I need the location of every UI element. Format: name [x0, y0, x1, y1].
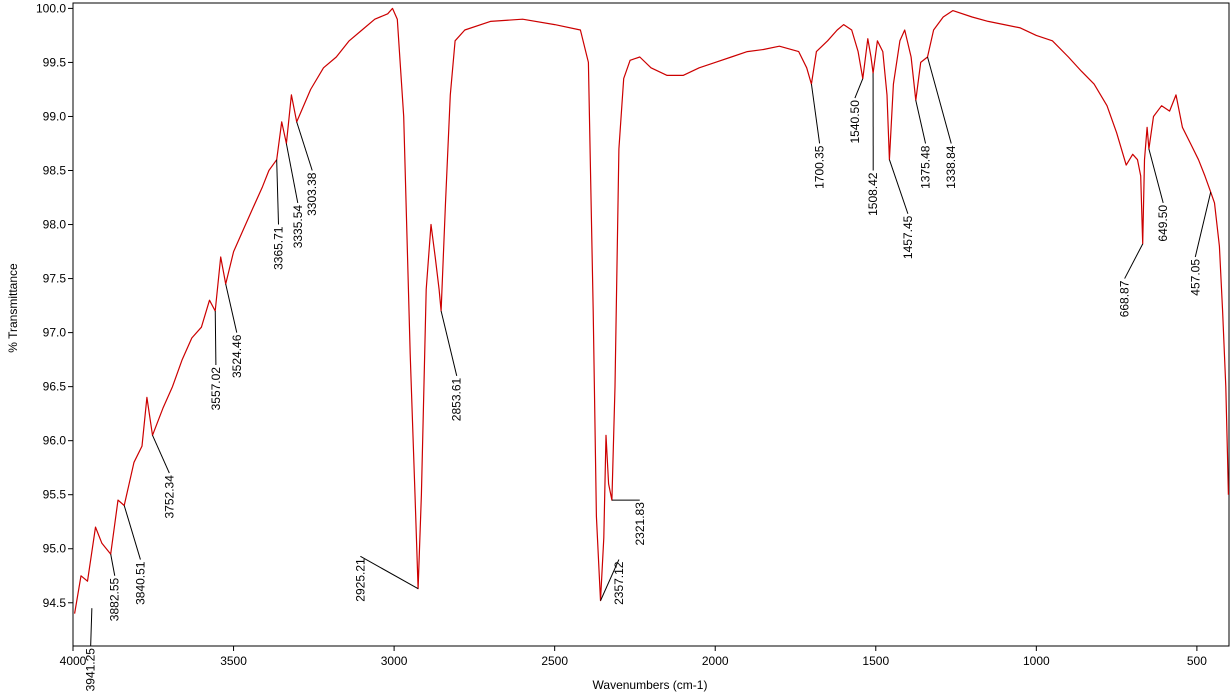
- peak-label: 649.50: [1156, 205, 1170, 242]
- y-tick-label: 98.5: [43, 164, 67, 178]
- peak-leader-line: [440, 310, 458, 376]
- peak-leader-line: [276, 159, 280, 225]
- peak-leader-line: [90, 608, 93, 647]
- peak-leader-line: [810, 83, 821, 144]
- peak-label: 2321.83: [633, 502, 647, 546]
- peak-leader-line: [1148, 148, 1164, 204]
- y-tick-label: 94.5: [43, 596, 67, 610]
- peak-leader-line: [152, 435, 170, 474]
- y-tick-label: 97.0: [43, 326, 67, 340]
- peak-leader-line: [214, 310, 217, 366]
- plot-area: [74, 7, 1229, 614]
- peak-leader-line: [225, 283, 238, 333]
- peak-label: 1508.42: [866, 172, 880, 216]
- x-tick-label: 4000: [60, 654, 87, 668]
- y-tick-label: 97.5: [43, 272, 67, 286]
- peak-label: 3941.25: [84, 648, 98, 692]
- y-tick-label: 95.5: [43, 488, 67, 502]
- peak-label: 2357.12: [612, 561, 626, 605]
- y-tick-label: 99.0: [43, 109, 67, 123]
- peak-label: 1700.35: [813, 145, 827, 189]
- peak-label: 3840.51: [133, 561, 147, 605]
- peak-leader-line: [1124, 243, 1144, 279]
- x-tick-label: 2000: [702, 654, 729, 668]
- x-tick-label: 1500: [862, 654, 889, 668]
- y-tick-label: 96.5: [43, 380, 67, 394]
- peak-label: 1540.50: [848, 100, 862, 144]
- peak-leader-line: [600, 559, 620, 601]
- peak-label: 457.05: [1188, 259, 1202, 296]
- peak-leader-line: [888, 159, 909, 214]
- peak-leader-line: [110, 554, 116, 576]
- peak-label: 3882.55: [108, 577, 122, 621]
- y-tick-label: 100.0: [36, 1, 66, 15]
- peak-label: 668.87: [1118, 280, 1132, 317]
- peak-leader-line: [285, 143, 299, 204]
- peak-leader-line: [915, 100, 927, 144]
- peak-leader-line: [296, 121, 313, 171]
- y-tick-label: 95.0: [43, 542, 67, 556]
- peak-label: 2925.21: [353, 558, 367, 602]
- spectrum-line: [74, 7, 1229, 614]
- peak-leader-line: [1194, 192, 1212, 258]
- y-axis: 100.0 99.5 99.0 98.5 98.0 97.5 97.0 96.5 96.0 95.…: [36, 1, 73, 610]
- peak-label: 2853.61: [450, 377, 464, 421]
- x-tick-label: 3000: [381, 654, 408, 668]
- x-axis: 4000 3500 3000 2500 2000 1500 1000 500: [60, 646, 1207, 668]
- plot-border: [72, 2, 1230, 647]
- peak-label: 3335.54: [291, 205, 305, 249]
- peak-annotations: 3941.25 3882.55 3840.51 3752.34 3557.02 3524.…: [84, 56, 1212, 692]
- peak-leader-line: [360, 555, 419, 590]
- peak-label: 1375.48: [919, 145, 933, 189]
- peak-label: 3557.02: [209, 367, 223, 411]
- peak-label: 3524.46: [230, 334, 244, 378]
- y-tick-label: 96.0: [43, 434, 67, 448]
- y-tick-label: 98.0: [43, 218, 67, 232]
- plot-frame: [72, 2, 1230, 647]
- y-tick-label: 99.5: [43, 55, 67, 69]
- peak-leader-line: [927, 56, 952, 144]
- x-tick-label: 500: [1187, 654, 1207, 668]
- x-axis-label: Wavenumbers (cm-1): [593, 678, 708, 692]
- x-tick-label: 1000: [1023, 654, 1050, 668]
- peak-label: 1338.84: [944, 145, 958, 189]
- x-tick-label: 3500: [220, 654, 247, 668]
- peak-leader-line: [854, 78, 864, 99]
- y-axis-label: % Transmittance: [6, 263, 20, 353]
- peak-label: 3303.38: [305, 172, 319, 216]
- peak-label: 3752.34: [162, 475, 176, 519]
- x-tick-label: 2500: [541, 654, 568, 668]
- peak-label: 1457.45: [901, 215, 915, 259]
- peak-leader-line: [123, 505, 141, 560]
- peak-label: 3365.71: [272, 226, 286, 270]
